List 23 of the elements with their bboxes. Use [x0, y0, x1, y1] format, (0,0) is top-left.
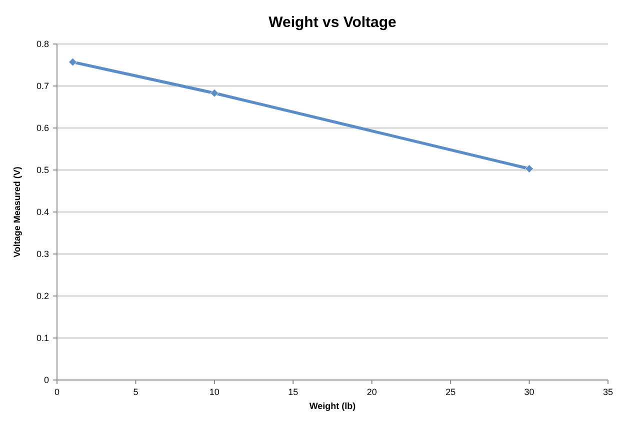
- y-tick-label: 0.6: [36, 123, 49, 133]
- y-tick-label: 0.7: [36, 81, 49, 91]
- x-tick-label: 15: [288, 387, 298, 397]
- y-tick-label: 0.3: [36, 249, 49, 259]
- y-tick-label: 0.4: [36, 207, 49, 217]
- x-tick-label: 10: [209, 387, 220, 397]
- point: [210, 88, 219, 98]
- y-tick-label: 0: [44, 375, 49, 385]
- point: [525, 164, 534, 173]
- x-tick-label: 25: [446, 387, 456, 397]
- chart-title: Weight vs Voltage: [268, 14, 396, 31]
- x-axis-title: Weight (lb): [309, 401, 356, 411]
- x-tick-label: 20: [366, 387, 377, 397]
- y-tick-label: 0.1: [36, 333, 49, 343]
- x-tick-label: 30: [524, 387, 534, 397]
- y-axis-title: Voltage Measured (V): [12, 166, 22, 258]
- x-tick-label: 0: [54, 387, 60, 397]
- point: [68, 58, 77, 66]
- y-tick-label: 0.8: [36, 39, 49, 49]
- x-tick-label: 5: [133, 387, 138, 397]
- y-tick-label: 0.5: [36, 165, 49, 175]
- y-tick-label: 0.2: [36, 291, 49, 301]
- x-tick-label: 35: [602, 387, 614, 397]
